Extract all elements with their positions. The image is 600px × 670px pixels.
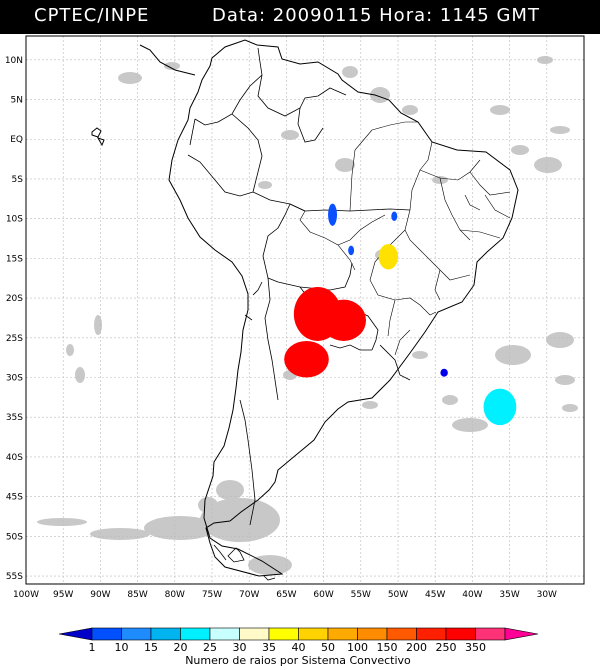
lon-tick-label: 70W (239, 590, 259, 600)
lon-tick-label: 75W (202, 590, 222, 600)
state-borders (299, 121, 511, 356)
lat-tick-label: 15S (6, 254, 23, 264)
continent-outline (91, 39, 519, 577)
colorbar-swatch (357, 627, 388, 641)
latitude-labels: 10N 5N EQ 5S 10S 15S 20S 25S 30S 35S 40S 45S 50S 55S (5, 56, 23, 582)
lon-tick-label: 60W (313, 590, 333, 600)
lat-tick-label: 45S (6, 493, 23, 503)
lon-tick-label: 55W (351, 590, 371, 600)
lat-tick-label: 20S (6, 294, 23, 304)
date-value: 20090115 (272, 5, 373, 26)
longitude-labels: 100W 95W 90W 85W 80W 75W 70W 65W 60W 55W 50W 45W 40W… (13, 590, 557, 600)
colorbar-swatch (239, 627, 270, 641)
colorbar-label: 20 (174, 641, 188, 654)
colorbar-swatch (445, 627, 476, 641)
hour-value: 1145 (439, 5, 490, 26)
lat-tick-label: 5N (11, 96, 23, 106)
date-time-label: Data: 20090115 Hora: 1145 GMT (212, 5, 540, 26)
convective-system (321, 299, 367, 341)
colorbar: 1 10 15 20 25 30 35 40 50 100 150 200 250 350 (58, 627, 539, 654)
lat-tick-label: 10N (5, 56, 23, 66)
colorbar-label: 10 (115, 641, 129, 654)
colorbar-swatch (180, 627, 211, 641)
colorbar-swatch (416, 627, 447, 641)
country-borders (187, 47, 411, 526)
lat-tick-label: 5S (12, 175, 24, 185)
date-label: Data: (212, 5, 267, 26)
lon-tick-label: 30W (537, 590, 557, 600)
hour-label: Hora: (379, 5, 434, 26)
colorbar-label: 40 (292, 641, 306, 654)
colorbar-label: 1 (89, 641, 96, 654)
convective-system (284, 340, 329, 378)
colorbar-title: Numero de raios por Sistema Convectivo (185, 654, 411, 667)
convective-system (328, 203, 337, 226)
lon-tick-label: 85W (127, 590, 147, 600)
colorbar-swatch (121, 627, 152, 641)
title-bar: CPTEC/INPE Data: 20090115 Hora: 1145 GMT (0, 0, 600, 34)
convective-system (378, 244, 398, 270)
lat-tick-label: 25S (6, 334, 23, 344)
lon-tick-label: 90W (90, 590, 110, 600)
colorbar-label: 100 (347, 641, 368, 654)
colorbar-label: 50 (321, 641, 335, 654)
lon-tick-label: 100W (13, 590, 39, 600)
lon-tick-label: 35W (499, 590, 519, 600)
lon-tick-label: 40W (462, 590, 482, 600)
lat-tick-label: 30S (6, 374, 23, 384)
colorbar-label: 25 (203, 641, 217, 654)
lat-tick-label: EQ (10, 135, 23, 145)
colorbar-swatch (386, 627, 417, 641)
lat-tick-label: 50S (6, 532, 23, 542)
colorbar-swatch (268, 627, 299, 641)
colorbar-swatch (475, 627, 506, 641)
colorbar-label: 350 (465, 641, 486, 654)
colorbar-label: 35 (262, 641, 276, 654)
lat-lon-grid (25, 36, 584, 584)
lat-tick-label: 10S (6, 215, 23, 225)
colorbar-max-arrow (504, 627, 539, 641)
islands (213, 544, 276, 581)
lon-tick-label: 80W (165, 590, 185, 600)
timezone-label: GMT (496, 5, 540, 26)
lon-tick-label: 65W (276, 590, 296, 600)
colorbar-label: 200 (406, 641, 427, 654)
colorbar-label: 15 (144, 641, 158, 654)
convective-system (440, 368, 448, 377)
org-label: CPTEC/INPE (34, 5, 150, 26)
colorbar-label: 30 (233, 641, 247, 654)
lon-tick-label: 95W (53, 590, 73, 600)
convective-system (483, 388, 517, 426)
lat-tick-label: 40S (6, 453, 23, 463)
lat-tick-label: 55S (6, 572, 23, 582)
convective-system (391, 211, 398, 222)
colorbar-swatch (327, 627, 358, 641)
colorbar-swatch (150, 627, 181, 641)
colorbar-swatch (91, 627, 122, 641)
colorbar-swatch (298, 627, 329, 641)
convective-systems (284, 203, 517, 426)
colorbar-swatch (209, 627, 240, 641)
lon-tick-label: 50W (388, 590, 408, 600)
lon-tick-label: 45W (425, 590, 445, 600)
convective-system (348, 245, 355, 256)
lat-tick-label: 35S (6, 413, 23, 423)
colorbar-min-arrow (58, 627, 93, 641)
map-frame (25, 35, 585, 585)
colorbar-label: 150 (377, 641, 398, 654)
colorbar-label: 250 (436, 641, 457, 654)
